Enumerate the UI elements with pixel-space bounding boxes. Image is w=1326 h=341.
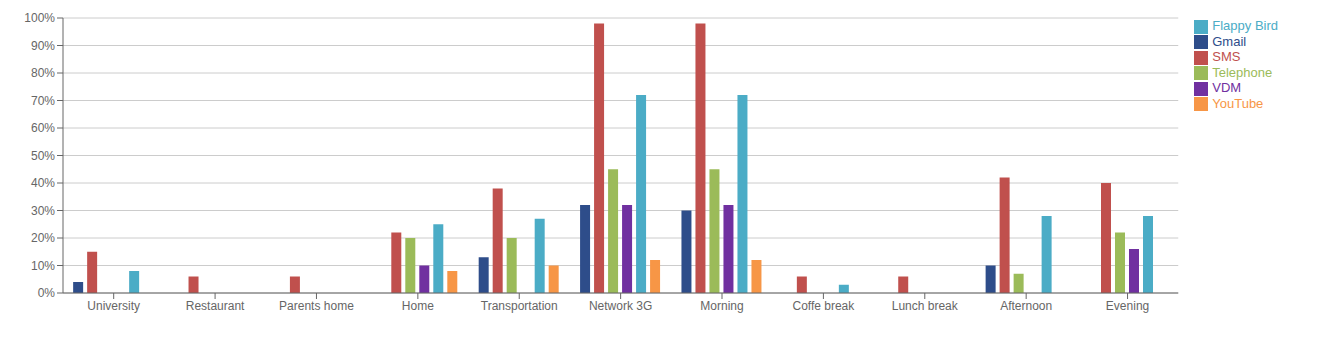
svg-text:100%: 100% <box>24 11 55 25</box>
svg-text:Network 3G: Network 3G <box>589 299 652 313</box>
svg-text:Coffe break: Coffe break <box>792 299 855 313</box>
html-text:Flappy Bird: Flappy Bird <box>1212 18 1278 33</box>
svg-text:Morning: Morning <box>700 299 743 313</box>
svg-text:70%: 70% <box>31 94 55 108</box>
html-text:Gmail: Gmail <box>1212 33 1247 49</box>
svg-text:60%: 60% <box>31 121 55 135</box>
svg-text:10%: 10% <box>31 259 55 273</box>
svg-text:50%: 50% <box>31 149 55 163</box>
svg-text:Afternoon: Afternoon <box>1000 299 1052 313</box>
svg-text:Restaurant: Restaurant <box>186 299 245 313</box>
svg-text:80%: 80% <box>31 66 55 80</box>
svg-text:University: University <box>87 299 140 313</box>
svg-text:30%: 30% <box>31 204 55 218</box>
svg-text:Parents home: Parents home <box>279 299 354 313</box>
html-text:SMS: SMS <box>1212 49 1241 65</box>
html-text:VDM: VDM <box>1212 80 1242 96</box>
svg-text:Home: Home <box>402 299 434 313</box>
svg-text:Evening: Evening <box>1106 299 1149 313</box>
svg-text:Transportation: Transportation <box>481 299 558 313</box>
html-text:YouTube: YouTube <box>1212 95 1264 111</box>
svg-text:Lunch break: Lunch break <box>892 299 959 313</box>
svg-text:0%: 0% <box>38 286 56 300</box>
svg-text:90%: 90% <box>31 39 55 53</box>
html-text:Telephone: Telephone <box>1212 64 1273 80</box>
svg-text:40%: 40% <box>31 176 55 190</box>
svg-text:20%: 20% <box>31 231 55 245</box>
